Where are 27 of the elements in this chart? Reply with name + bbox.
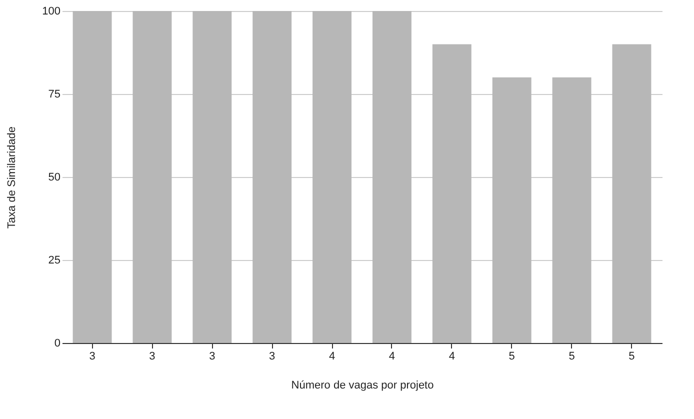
y-tick-label: 0 — [54, 338, 60, 350]
x-tick-label: 3 — [209, 350, 216, 362]
bar — [312, 11, 352, 343]
x-tick-label: 5 — [628, 350, 635, 362]
x-tick-label: 5 — [568, 350, 575, 362]
x-tick-label: 3 — [149, 350, 156, 362]
bar — [492, 77, 532, 343]
bar — [552, 77, 592, 343]
y-tick-label: 50 — [48, 172, 60, 184]
y-tick-label: 100 — [42, 6, 60, 18]
x-tick-label: 3 — [89, 350, 96, 362]
x-axis-title: Número de vagas por projeto — [291, 380, 434, 392]
bar — [132, 11, 172, 343]
bar — [612, 44, 652, 343]
bar — [72, 11, 112, 343]
bar — [432, 44, 472, 343]
bar — [192, 11, 232, 343]
x-tick-label: 4 — [388, 350, 396, 362]
y-tick-label: 25 — [48, 254, 60, 266]
x-tick-label: 4 — [448, 350, 455, 362]
bar — [372, 11, 412, 343]
x-tick-label: 4 — [328, 350, 336, 362]
bar — [252, 11, 292, 343]
y-tick-label: 75 — [48, 88, 60, 100]
y-axis-title: Taxa de Similaridade — [6, 126, 18, 229]
x-tick-label: 5 — [508, 350, 515, 362]
x-tick-label: 3 — [269, 350, 276, 362]
